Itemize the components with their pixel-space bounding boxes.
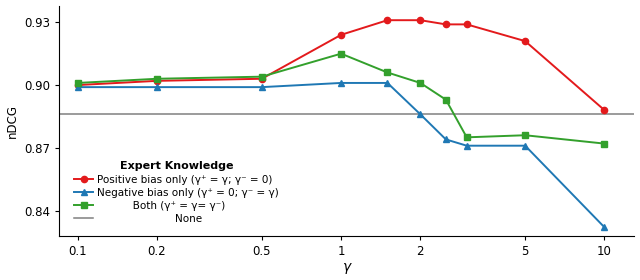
- Positive bias only (γ⁺ = γ; γ⁻ = 0): [417, 18, 424, 22]
- Y-axis label: nDCG: nDCG: [6, 104, 19, 137]
-            Both (γ⁺ = γ= γ⁻): [463, 136, 470, 139]
- Negative bias only (γ⁺ = 0; γ⁻ = γ): [74, 85, 81, 89]
-            Both (γ⁺ = γ= γ⁻): [522, 134, 529, 137]
- Negative bias only (γ⁺ = 0; γ⁻ = γ): [383, 81, 391, 85]
- Positive bias only (γ⁺ = γ; γ⁻ = 0): [600, 108, 608, 112]
- Negative bias only (γ⁺ = 0; γ⁻ = γ): [600, 226, 608, 229]
- Positive bias only (γ⁺ = γ; γ⁻ = 0): [337, 33, 345, 36]
- X-axis label: γ: γ: [342, 260, 351, 274]
- Legend: Positive bias only (γ⁺ = γ; γ⁻ = 0), Negative bias only (γ⁺ = 0; γ⁻ = γ),       : Positive bias only (γ⁺ = γ; γ⁻ = 0), Neg…: [70, 157, 283, 228]
- Positive bias only (γ⁺ = γ; γ⁻ = 0): [522, 39, 529, 43]
-            Both (γ⁺ = γ= γ⁻): [153, 77, 161, 80]
- Negative bias only (γ⁺ = 0; γ⁻ = γ): [442, 138, 450, 141]
- Positive bias only (γ⁺ = γ; γ⁻ = 0): [258, 77, 266, 80]
-            Both (γ⁺ = γ= γ⁻): [74, 81, 81, 85]
- Negative bias only (γ⁺ = 0; γ⁻ = γ): [337, 81, 345, 85]
- Positive bias only (γ⁺ = γ; γ⁻ = 0): [153, 79, 161, 83]
- Negative bias only (γ⁺ = 0; γ⁻ = γ): [522, 144, 529, 147]
- Positive bias only (γ⁺ = γ; γ⁻ = 0): [442, 23, 450, 26]
-            Both (γ⁺ = γ= γ⁻): [417, 81, 424, 85]
- Negative bias only (γ⁺ = 0; γ⁻ = γ): [463, 144, 470, 147]
- Line:            Both (γ⁺ = γ= γ⁻): Both (γ⁺ = γ= γ⁻): [75, 50, 607, 147]
-                         None: [337, 113, 345, 116]
- Positive bias only (γ⁺ = γ; γ⁻ = 0): [383, 18, 391, 22]
- Line: Positive bias only (γ⁺ = γ; γ⁻ = 0): Positive bias only (γ⁺ = γ; γ⁻ = 0): [75, 17, 607, 113]
-            Both (γ⁺ = γ= γ⁻): [600, 142, 608, 145]
- Positive bias only (γ⁺ = γ; γ⁻ = 0): [74, 83, 81, 87]
- Negative bias only (γ⁺ = 0; γ⁻ = γ): [258, 85, 266, 89]
- Positive bias only (γ⁺ = γ; γ⁻ = 0): [463, 23, 470, 26]
-            Both (γ⁺ = γ= γ⁻): [442, 98, 450, 101]
- Negative bias only (γ⁺ = 0; γ⁻ = γ): [417, 113, 424, 116]
-            Both (γ⁺ = γ= γ⁻): [258, 75, 266, 78]
-            Both (γ⁺ = γ= γ⁻): [337, 52, 345, 55]
- Negative bias only (γ⁺ = 0; γ⁻ = γ): [153, 85, 161, 89]
-            Both (γ⁺ = γ= γ⁻): [383, 71, 391, 74]
- Line: Negative bias only (γ⁺ = 0; γ⁻ = γ): Negative bias only (γ⁺ = 0; γ⁻ = γ): [75, 80, 607, 230]
